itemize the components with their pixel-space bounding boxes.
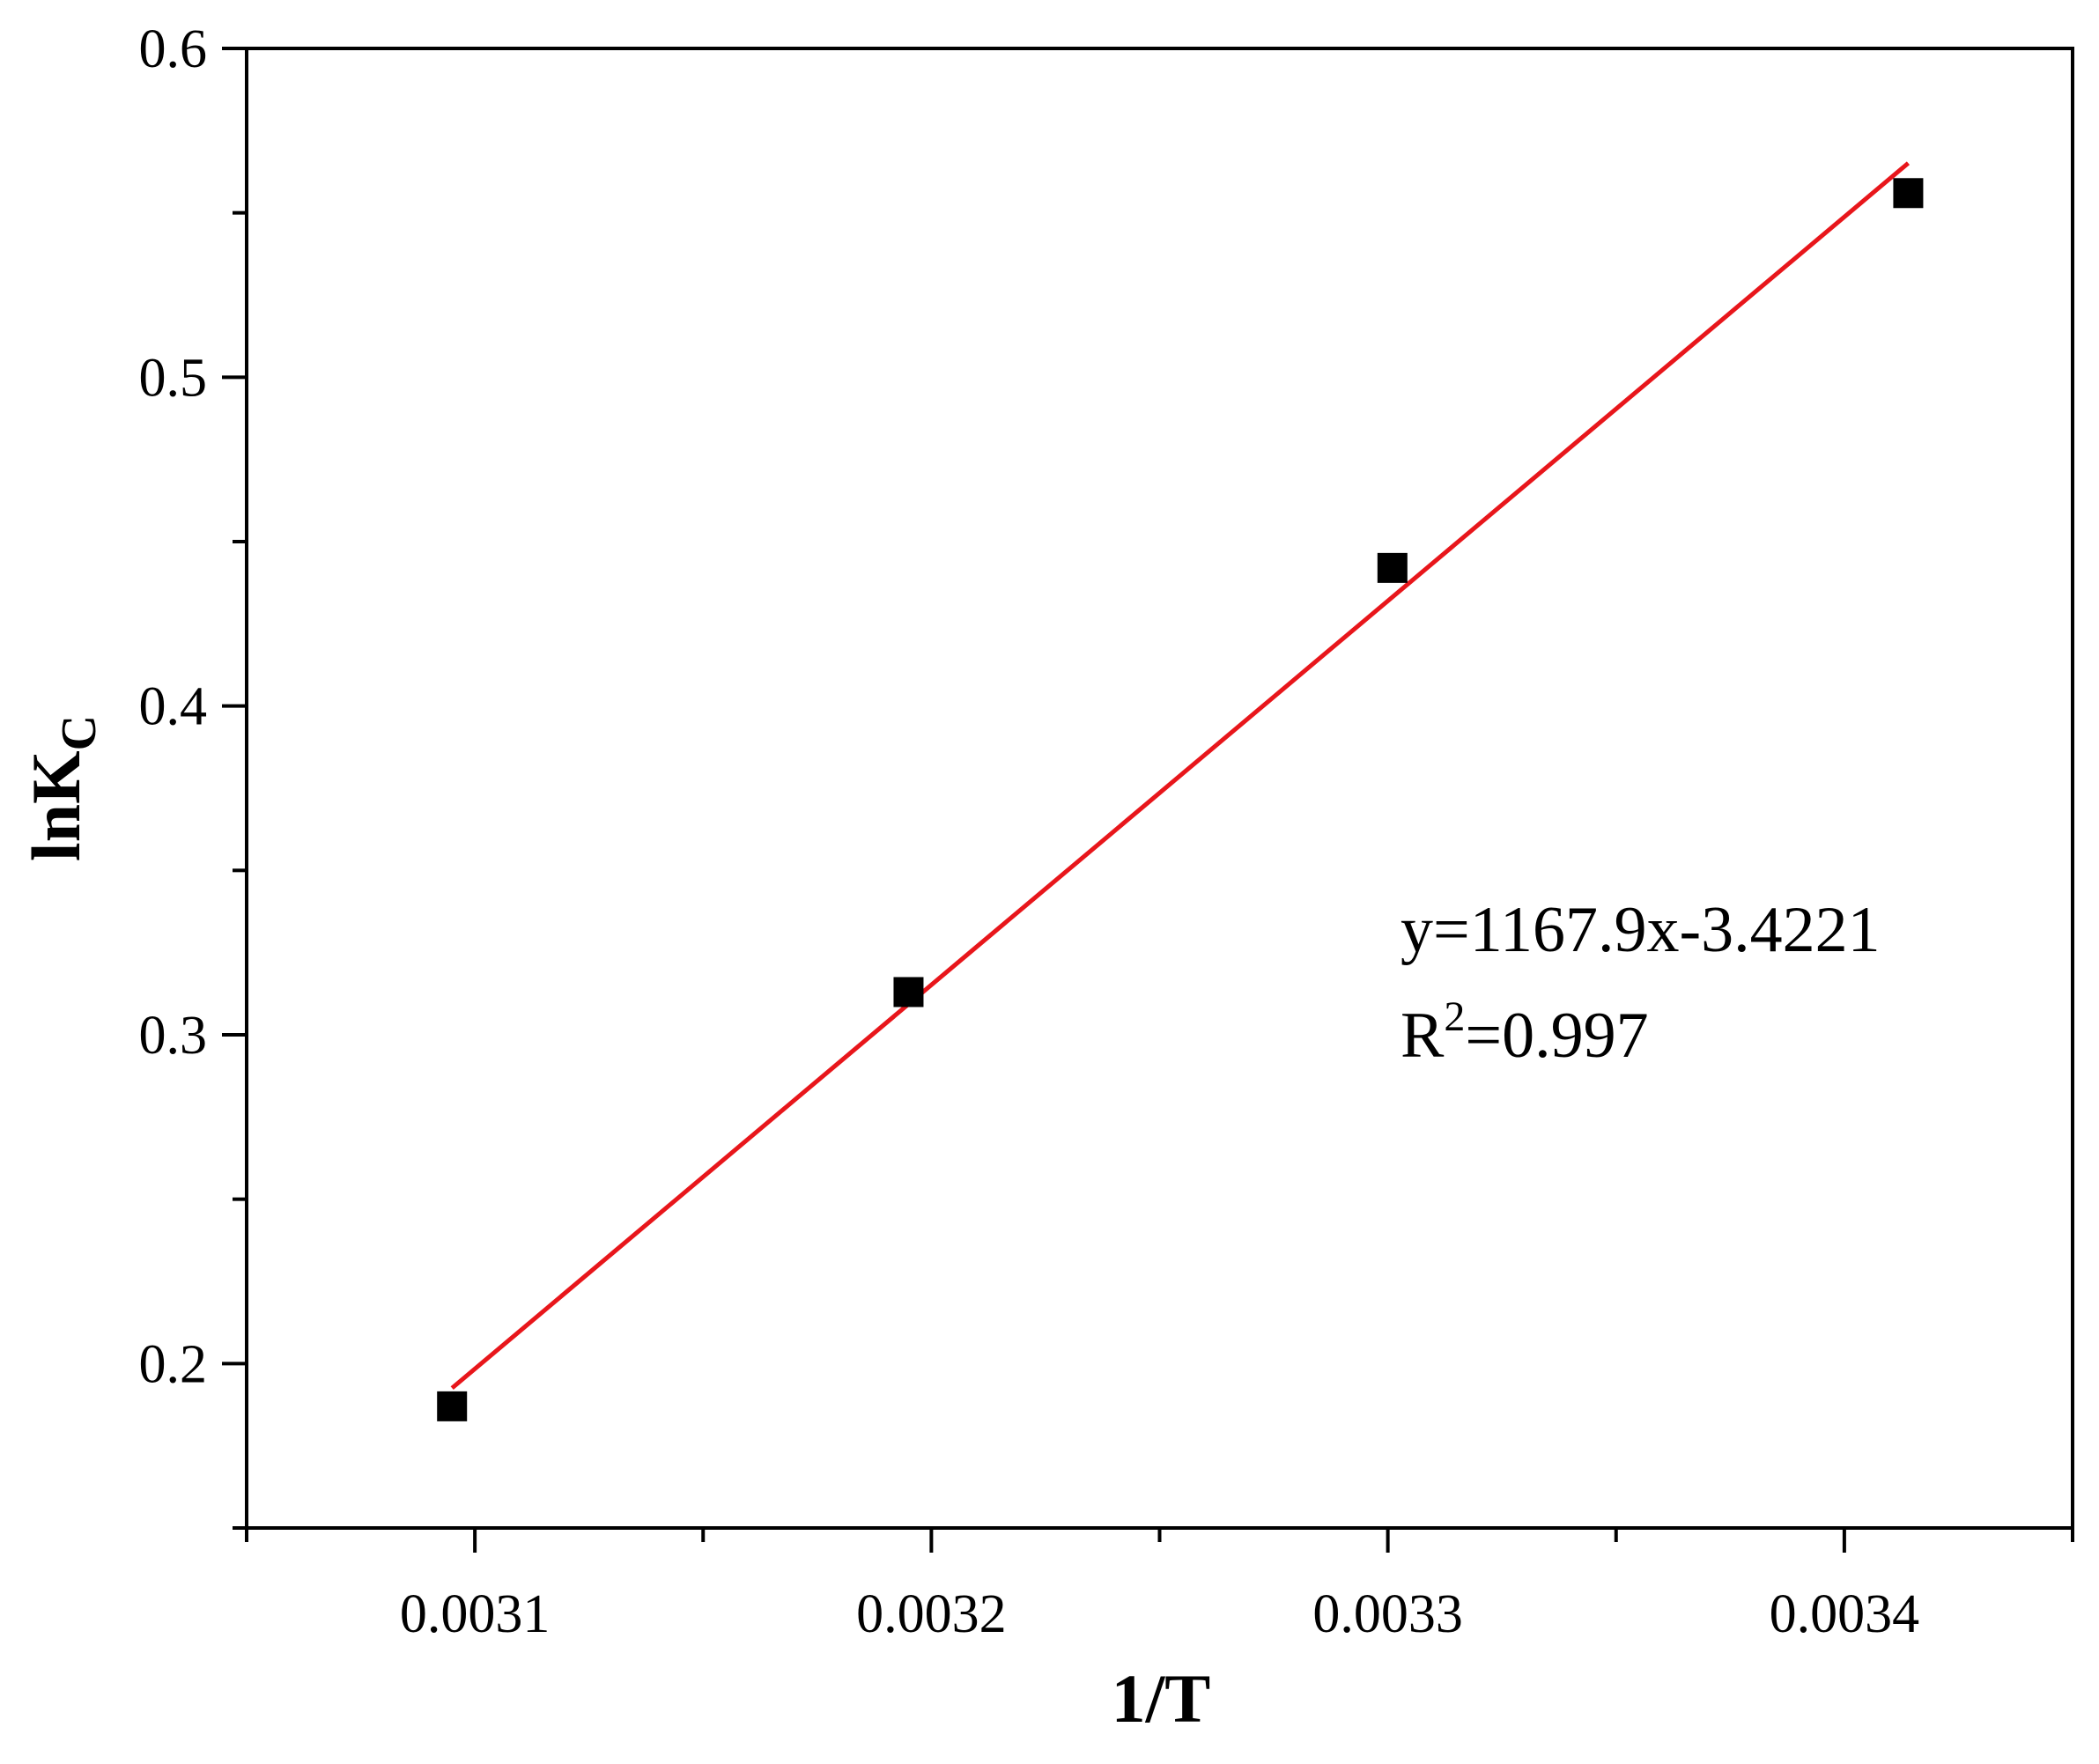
data-point (893, 977, 924, 1007)
data-point (1893, 178, 1924, 209)
r2-superscript: 2 (1444, 993, 1465, 1040)
x-tick-label: 0.0034 (1770, 1584, 1920, 1644)
fit-line (450, 161, 1911, 1391)
y-axis-ticks: 0.2 0.3 0.4 0.5 0.6 (139, 19, 247, 1530)
r2-value: =0.997 (1465, 1000, 1648, 1072)
x-axis-title: 1/T (1112, 1660, 1211, 1737)
fit-r-squared: R2=0.997 (1401, 993, 1649, 1072)
y-axis-title: lnKC (18, 715, 107, 861)
x-axis-ticks: 0.0031 0.0032 0.0033 0.0034 (245, 1528, 2074, 1644)
y-tick-label: 0.5 (139, 348, 208, 408)
data-point (1377, 552, 1408, 583)
y-tick-label: 0.2 (139, 1334, 208, 1394)
y-tick-label: 0.6 (139, 19, 208, 79)
x-tick-label: 0.0032 (856, 1584, 1007, 1644)
plot-area (245, 47, 2074, 1530)
fit-equation: y=1167.9x-3.4221 (1401, 894, 1881, 966)
data-point (437, 1391, 468, 1421)
y-axis-title-main: lnK (18, 750, 94, 861)
y-tick-label: 0.4 (139, 677, 208, 737)
y-tick-label: 0.3 (139, 1006, 208, 1066)
y-axis-title-subscript: C (52, 715, 107, 750)
data-points (437, 178, 1924, 1421)
r2-prefix: R (1401, 1000, 1445, 1072)
x-tick-label: 0.0031 (400, 1584, 551, 1644)
x-tick-label: 0.0033 (1312, 1584, 1463, 1644)
fit-line-group (450, 161, 1911, 1391)
